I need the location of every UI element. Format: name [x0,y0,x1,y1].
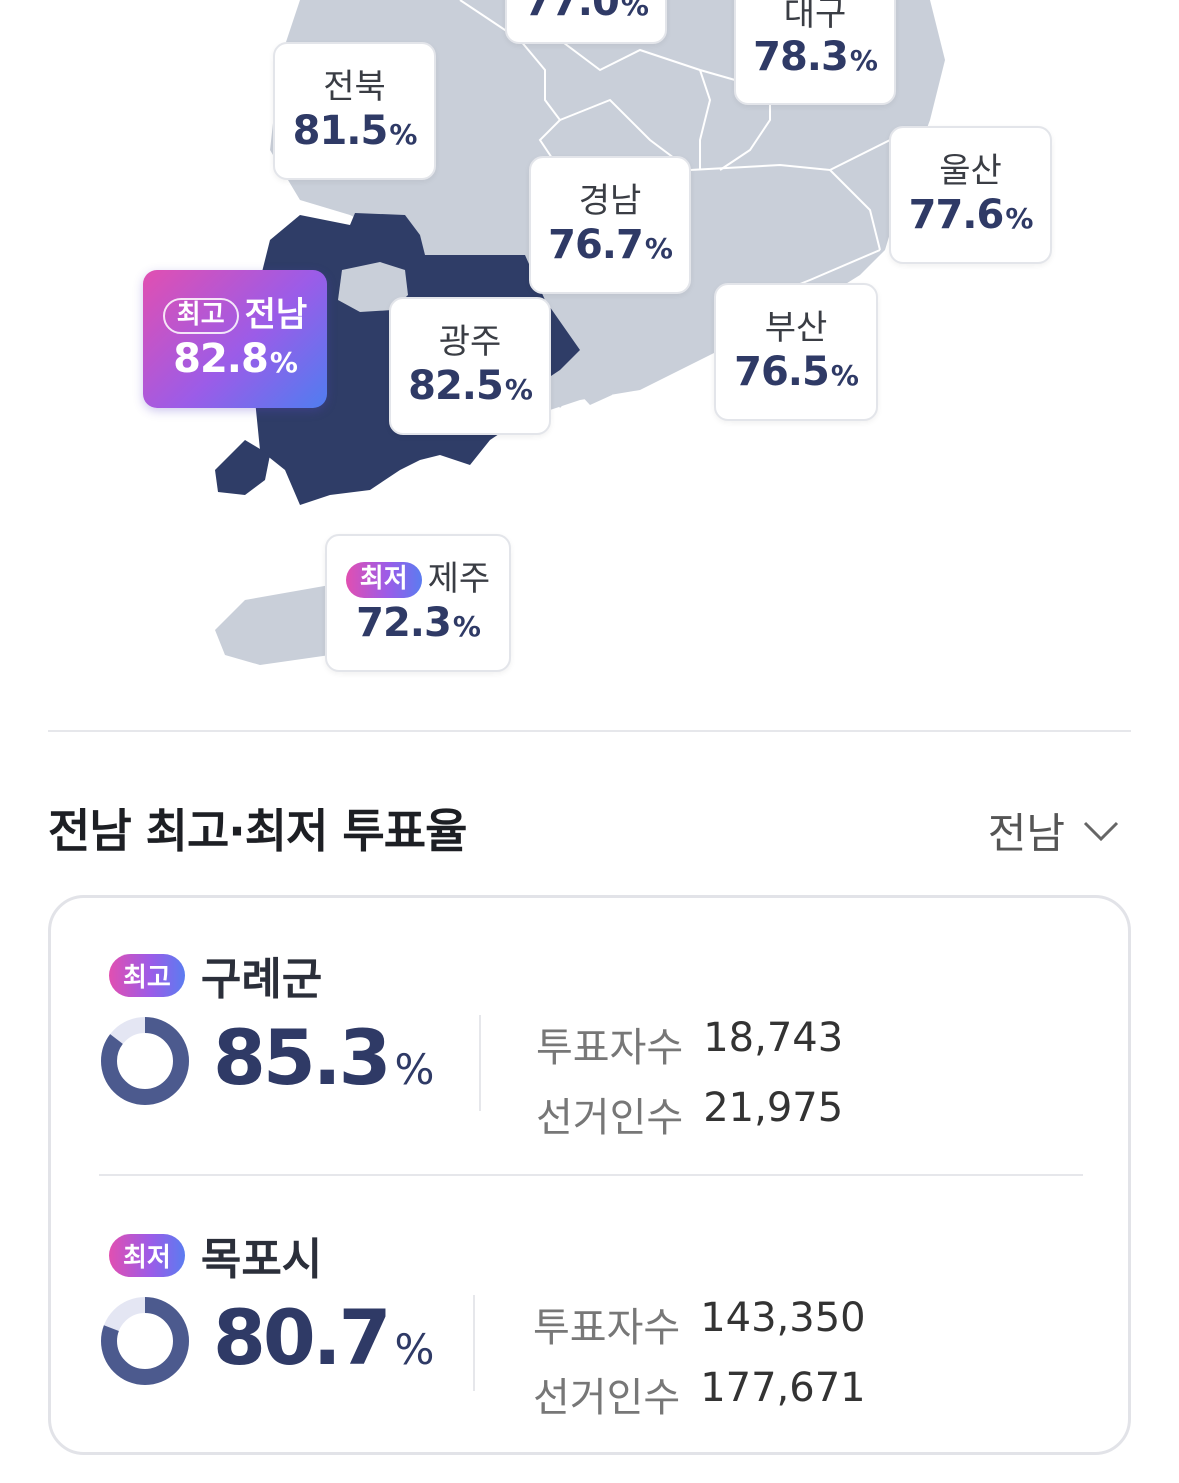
region-name: 경남 [578,181,642,222]
region-label-busan[interactable]: 부산 76.5% [714,283,878,421]
place-name: 구례군 [200,954,323,1005]
votes-label: 투표자수 [536,1025,684,1071]
rate-value: 85.3% [213,1013,435,1102]
region-name: 제주 [427,559,491,600]
stat-divider [479,1015,481,1111]
result-card: 최고 구례군 85.3% 투표자수 18,743 선거인수 21,975 최저 … [48,895,1131,1455]
stat-divider [473,1295,475,1391]
result-row-lowest: 최저 목포시 80.7% 투표자수 143,350 선거인수 177,671 [51,1223,1128,1483]
voters-label: 선거인수 [536,1095,684,1141]
stats: 투표자수 143,350 선거인수 177,671 [533,1295,866,1423]
rate-donut [101,1017,189,1105]
region-name: 광주 [438,322,502,363]
region-name: 부산 [764,308,828,349]
map-island-west [215,440,270,495]
section-divider [48,730,1131,732]
region-name: 전남 [244,295,308,336]
rate-donut [101,1297,189,1385]
region-select-value: 전남 [987,809,1065,858]
chevron-down-icon [1083,821,1119,841]
map-island-south2 [548,372,575,408]
donut-fill [101,1297,189,1385]
rate-value: 80.7% [213,1293,435,1382]
votes-value: 18,743 [703,1015,844,1061]
region-name: 대구 [783,0,847,34]
voters-value: 177,671 [700,1365,866,1411]
region-name: 전북 [323,67,386,108]
region-label-chungnam[interactable]: 77.0% [505,0,667,44]
result-row-highest: 최고 구례군 85.3% 투표자수 18,743 선거인수 21,975 [51,943,1128,1203]
voters-label: 선거인수 [533,1375,681,1421]
region-label-gyeongnam[interactable]: 경남 76.7% [529,156,691,294]
region-label-daegu[interactable]: 대구 78.3% [734,0,896,105]
lowest-badge: 최저 [345,562,422,598]
row-divider [99,1174,1083,1176]
donut-fill [101,1017,189,1105]
region-label-gwangju[interactable]: 광주 82.5% [389,297,551,435]
map-island-south [578,350,620,405]
region-label-ulsan[interactable]: 울산 77.6% [889,126,1052,264]
region-label-jeju[interactable]: 최저 제주 72.3% [325,534,511,672]
stats: 투표자수 18,743 선거인수 21,975 [536,1015,843,1143]
map-gwangju-area [338,262,408,312]
region-select-dropdown[interactable]: 전남 [988,800,1119,861]
map-borders [459,0,891,301]
votes-value: 143,350 [700,1295,866,1341]
place-name: 목포시 [200,1234,323,1285]
highest-badge: 최고 [109,953,185,997]
highest-badge: 최고 [162,298,239,334]
region-label-jeonnam[interactable]: 최고 전남 82.8% [143,270,327,408]
voters-value: 21,975 [703,1085,844,1131]
region-name: 울산 [939,151,1002,192]
turnout-map: 77.0% 대구 78.3% 전북 81.5% 경남 76.7% 울산 77.6… [0,0,1179,700]
votes-label: 투표자수 [533,1305,681,1351]
lowest-badge: 최저 [109,1233,185,1277]
region-label-jeonbuk[interactable]: 전북 81.5% [273,42,436,180]
section-title: 전남 최고·최저 투표율 [48,804,467,858]
